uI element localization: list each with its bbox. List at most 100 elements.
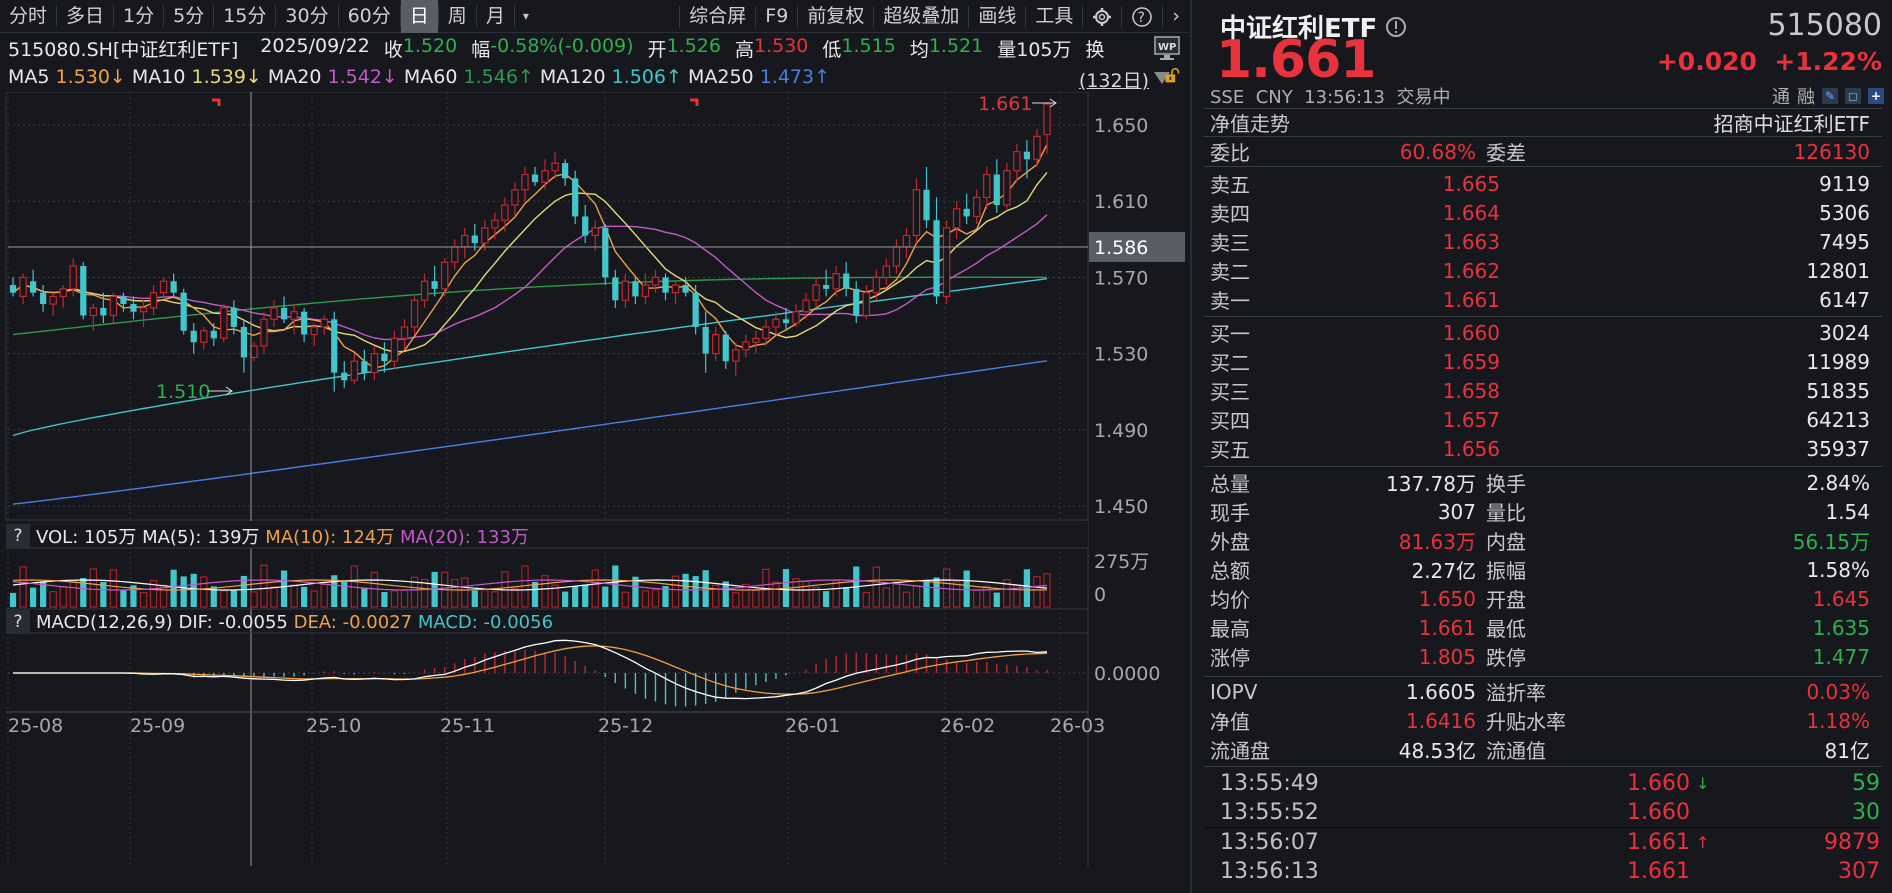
crosshair-price-badge bbox=[1089, 232, 1185, 262]
currency: CNY bbox=[1255, 87, 1293, 108]
stat-value: 2.84% bbox=[1806, 470, 1870, 495]
asks-row[interactable]: 卖五 1.665 9119 bbox=[1204, 169, 1884, 198]
chevron-right-icon[interactable]: › bbox=[1172, 5, 1180, 27]
toolbar-item-3[interactable]: 超级叠加 bbox=[883, 5, 960, 27]
vol-current: VOL: 105万 bbox=[36, 527, 137, 548]
bids-row[interactable]: 买二 1.659 11989 bbox=[1204, 347, 1884, 376]
vol-ma5: MA(5): 139万 bbox=[142, 527, 260, 548]
stat-value: 1.661 bbox=[1418, 615, 1476, 640]
asks-row[interactable]: 卖二 1.662 12801 bbox=[1204, 256, 1884, 285]
edit-icon[interactable]: ✎ bbox=[1822, 88, 1838, 104]
period-tab-0[interactable]: 分时 bbox=[9, 4, 48, 27]
ask-book: 卖五 1.665 9119 卖四 1.664 5306 卖三 1.663 749… bbox=[1204, 169, 1884, 314]
stat-value: 1.650 bbox=[1418, 586, 1476, 611]
stat-value: 1.805 bbox=[1418, 644, 1476, 669]
ma250-label: MA250 bbox=[687, 66, 754, 88]
bids-row[interactable]: 买三 1.658 51835 bbox=[1204, 376, 1884, 405]
stat-label: 流通盘 bbox=[1210, 739, 1270, 763]
period-tab-9[interactable]: 月 bbox=[485, 4, 505, 27]
bids-row[interactable]: 买五 1.656 35937 bbox=[1204, 434, 1884, 463]
exchange: SSE bbox=[1210, 87, 1245, 108]
stat-label: 总量 bbox=[1210, 472, 1250, 496]
asks-level: 卖四 bbox=[1210, 202, 1250, 226]
tick-trades: 13:55:49 1.660 ↓ 59 13:55:52 1.660 30 13… bbox=[1192, 769, 1892, 886]
toolbar-item-2[interactable]: 前复权 bbox=[807, 5, 865, 27]
bid-book: 买一 1.660 3024 买二 1.659 11989 买三 1.658 51… bbox=[1204, 318, 1884, 463]
stat-value: 1.6416 bbox=[1406, 708, 1476, 733]
max-price-label: 1.661 bbox=[978, 93, 1032, 115]
bids-level: 买二 bbox=[1210, 351, 1250, 375]
info-icon[interactable] bbox=[1385, 16, 1407, 38]
volume-help-button[interactable]: ? bbox=[6, 524, 30, 548]
change-abs: +0.020 bbox=[1656, 47, 1757, 76]
period-tab-5[interactable]: 30分 bbox=[285, 4, 329, 27]
more-periods-dropdown[interactable]: ▾ bbox=[522, 9, 529, 23]
ma20-label: MA20 bbox=[267, 66, 322, 88]
toolbar-item-1[interactable]: F9 bbox=[765, 5, 789, 27]
ma10-label: MA10 bbox=[131, 66, 186, 88]
trade-price: 1.661 bbox=[1627, 830, 1690, 855]
help-icon[interactable]: ? bbox=[1122, 0, 1162, 33]
unlock-icon[interactable] bbox=[1163, 68, 1181, 84]
toolbar-item-5[interactable]: 工具 bbox=[1035, 5, 1074, 27]
security-code: 515080 bbox=[1767, 8, 1882, 43]
security-name-text: 中证红利ETF bbox=[1220, 14, 1378, 44]
period-tab-4[interactable]: 15分 bbox=[223, 4, 267, 27]
toolbar-item-4[interactable]: 画线 bbox=[978, 5, 1017, 27]
ma60-value: 1.546↑ bbox=[463, 66, 534, 88]
macd-help-button[interactable]: ? bbox=[6, 610, 30, 634]
trade-price: 1.660 bbox=[1627, 771, 1690, 796]
stat-value: 81亿 bbox=[1824, 739, 1870, 763]
stat-label: 现手 bbox=[1210, 501, 1250, 525]
tag-rong: 融 bbox=[1797, 87, 1815, 108]
quote-panel: 中证红利ETF 515080 1.661 +0.020 +1.22% SSE C… bbox=[1190, 0, 1892, 893]
bids-price: 1.659 bbox=[1442, 349, 1500, 374]
etf-stats-table: IOPV 1.6605 溢折率 0.03% 净值 1.6416 升贴水率 1.1… bbox=[1204, 677, 1884, 764]
stat-label: 内盘 bbox=[1486, 530, 1526, 554]
period-tab-8[interactable]: 周 bbox=[447, 4, 467, 27]
period-tab-1[interactable]: 多日 bbox=[66, 4, 105, 27]
asks-price: 1.664 bbox=[1442, 200, 1500, 225]
toolbar-item-0[interactable]: 综合屏 bbox=[689, 5, 747, 27]
ma60-label: MA60 bbox=[403, 66, 458, 88]
bids-level: 买三 bbox=[1210, 380, 1250, 404]
bell-icon[interactable]: ◻ bbox=[1845, 88, 1861, 104]
trade-volume: 9879 bbox=[1824, 830, 1880, 855]
bids-row[interactable]: 买四 1.657 64213 bbox=[1204, 405, 1884, 434]
kline-chart[interactable]: 1.650 1.610 1.570 1.530 1.490 1.450 1.586 1.661… bbox=[0, 92, 1189, 893]
high-label: 高 bbox=[734, 39, 754, 61]
gear-icon[interactable] bbox=[1083, 0, 1121, 33]
ma20-value: 1.542↓ bbox=[327, 66, 398, 88]
trade-volume: 30 bbox=[1852, 800, 1880, 825]
period-tab-6[interactable]: 60分 bbox=[347, 4, 391, 27]
stat-value: 56.15万 bbox=[1792, 530, 1870, 554]
stat-label: 流通值 bbox=[1486, 739, 1546, 763]
stat-row: 涨停 1.805 跌停 1.477 bbox=[1204, 642, 1884, 671]
svg-text:?: ? bbox=[1138, 10, 1145, 26]
wp-icon[interactable]: WP bbox=[1154, 36, 1182, 62]
trade-price: 1.660 bbox=[1627, 800, 1690, 825]
bids-price: 1.660 bbox=[1442, 320, 1500, 345]
date-tick: 25-09 bbox=[130, 715, 185, 737]
commission-row: 委比 60.68% 委差 126130 bbox=[1204, 137, 1884, 166]
add-icon[interactable]: + bbox=[1868, 88, 1884, 104]
asks-volume: 7495 bbox=[1819, 229, 1870, 254]
last-price: 1.661 bbox=[1216, 30, 1376, 90]
asks-row[interactable]: 卖三 1.663 7495 bbox=[1204, 227, 1884, 256]
high-value: 1.530 bbox=[753, 35, 809, 57]
commission-diff-label: 委差 bbox=[1486, 141, 1526, 165]
nav-trend-link[interactable]: 净值走势 bbox=[1210, 111, 1290, 136]
bids-price: 1.656 bbox=[1442, 436, 1500, 461]
period-tab-2[interactable]: 1分 bbox=[123, 4, 155, 27]
asks-row[interactable]: 卖四 1.664 5306 bbox=[1204, 198, 1884, 227]
asks-row[interactable]: 卖一 1.661 6147 bbox=[1204, 285, 1884, 314]
period-tab-3[interactable]: 5分 bbox=[173, 4, 205, 27]
stat-value: 81.63万 bbox=[1398, 530, 1476, 554]
commission-diff: 126130 bbox=[1793, 139, 1870, 164]
period-tab-7[interactable]: 日 bbox=[400, 0, 438, 33]
visible-range-button[interactable]: (132日) bbox=[1078, 70, 1149, 92]
bids-row[interactable]: 买一 1.660 3024 bbox=[1204, 318, 1884, 347]
avg-value: 1.521 bbox=[928, 35, 984, 57]
vol-ma10: MA(10): 124万 bbox=[265, 527, 395, 548]
vol-label: 量 bbox=[997, 39, 1017, 61]
